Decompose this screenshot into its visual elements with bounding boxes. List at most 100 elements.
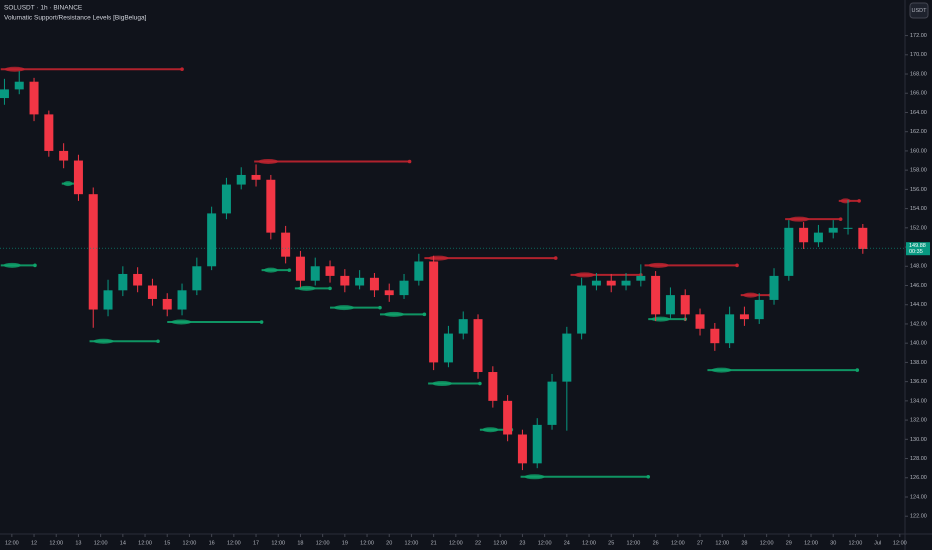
level-volume [428,255,449,261]
x-tick-label: 14 [120,540,126,546]
x-tick-label: 12:00 [360,540,374,546]
x-tick-label: 12:00 [449,540,463,546]
candle-body [0,89,9,99]
x-tick-label: Jul [874,540,881,546]
candle-body [207,213,217,267]
currency-button[interactable] [909,2,929,19]
x-tick-label: 25 [608,540,614,546]
candle-body [813,232,823,243]
x-tick-label: 12:00 [582,540,596,546]
y-tick-label: 146.00 [910,283,927,289]
x-tick-label: 12:00 [138,540,152,546]
level-end [156,339,160,344]
x-tick-label: 12:00 [405,540,419,546]
candle-body [739,314,749,320]
candle-body [59,150,69,161]
currency-label[interactable]: USDT [912,8,928,14]
x-tick-label: 13 [75,540,81,546]
candle-body [236,174,246,185]
last-price-label: 149.88 [909,243,926,249]
candle-body [473,319,483,373]
level-end [478,381,482,386]
x-tick-label: 12:00 [94,540,108,546]
x-tick-label: 12:00 [227,540,241,546]
x-tick-label: 30 [830,540,836,546]
x-tick-label: 16 [209,540,215,546]
level-volume [63,181,73,187]
level-end [857,199,861,203]
candle-body [177,290,187,310]
y-tick-label: 122.00 [910,514,927,520]
x-tick-label: 17 [253,540,259,546]
y-tick-label: 126.00 [910,475,927,481]
candle-body [443,333,453,363]
level-volume [432,381,453,387]
candle-body [73,160,83,195]
level-volume [263,267,278,273]
candle-body [784,227,794,276]
level-end [259,320,264,324]
candle-body [429,261,439,363]
x-tick-label: 12:00 [671,540,685,546]
level-end [735,263,739,268]
x-tick-label: 26 [653,540,659,546]
candle-body [14,81,24,90]
candle-body [29,81,39,115]
level-volume [482,427,499,433]
candle-body [458,319,468,334]
candle-body [103,290,113,310]
x-tick-label: 22 [475,540,481,546]
x-tick-label: 12:00 [316,540,330,546]
y-tick-label: 134.00 [910,398,927,404]
level-volume [93,338,114,344]
x-tick-label: 12:00 [804,540,818,546]
x-tick-label: 19 [342,540,348,546]
x-tick-label: 12 [31,540,37,546]
candle-body [665,295,675,315]
y-tick-label: 130.00 [910,437,927,443]
candle-body [88,194,98,310]
x-tick-label: 24 [564,540,570,546]
level-end [646,475,651,479]
level-end [33,263,37,268]
x-tick-label: 12:00 [49,540,63,546]
candle-body [295,256,305,281]
level-end [328,286,332,291]
candle-body [547,381,557,425]
candle-body [843,227,853,229]
y-tick-label: 154.00 [910,206,927,212]
candle-body [340,275,350,286]
candle-body [636,275,646,281]
x-tick-label: 12:00 [627,540,641,546]
level-end [180,67,184,72]
level-end [287,268,292,272]
candle-body [517,434,527,464]
y-tick-label: 170.00 [910,52,927,58]
x-tick-label: 29 [786,540,792,546]
candle-body [399,280,409,296]
candle-body [147,285,157,299]
candle-body [133,273,143,286]
level-end [553,256,558,260]
x-tick-label: 12:00 [493,540,507,546]
candle-body [858,227,868,249]
y-tick-label: 172.00 [910,33,927,39]
level-volume [171,319,192,325]
candle-body [680,295,690,315]
level-volume [524,474,545,480]
x-tick-label: 21 [431,540,437,546]
level-volume [3,262,21,268]
x-tick-label: 12:00 [893,540,907,546]
y-tick-label: 140.00 [910,341,927,347]
y-tick-label: 136.00 [910,379,927,385]
candle-body [44,114,54,151]
candle-body [591,280,601,286]
x-tick-label: 28 [741,540,747,546]
x-tick-label: 23 [519,540,525,546]
level-end [855,368,860,372]
candle-body [769,275,779,300]
level-volume [297,285,316,291]
y-tick-label: 124.00 [910,494,927,500]
candle-body [384,290,394,296]
